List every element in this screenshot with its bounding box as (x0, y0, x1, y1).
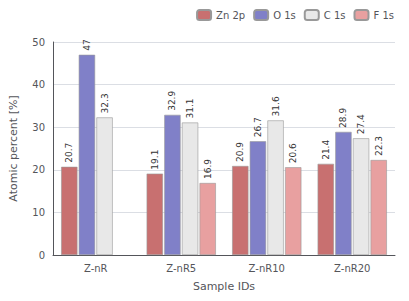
svg-text:Zn 2p: Zn 2p (216, 10, 245, 21)
svg-text:Z-nR20: Z-nR20 (334, 263, 370, 274)
svg-text:26.7: 26.7 (253, 117, 263, 137)
svg-text:O 1s: O 1s (273, 10, 296, 21)
svg-text:Z-nR10: Z-nR10 (249, 263, 285, 274)
svg-text:28.9: 28.9 (338, 108, 348, 128)
svg-text:50: 50 (32, 37, 45, 48)
svg-text:30: 30 (32, 122, 45, 133)
svg-text:Atomic percent [%]: Atomic percent [%] (7, 95, 20, 201)
svg-text:21.4: 21.4 (321, 140, 331, 160)
svg-text:20.6: 20.6 (288, 143, 298, 163)
svg-text:31.6: 31.6 (271, 96, 281, 116)
svg-text:47: 47 (82, 39, 92, 50)
svg-text:40: 40 (32, 79, 45, 90)
svg-text:16.9: 16.9 (203, 159, 213, 179)
svg-text:19.1: 19.1 (150, 150, 160, 170)
svg-text:0: 0 (39, 250, 45, 261)
svg-text:20.9: 20.9 (235, 142, 245, 162)
svg-text:F 1s: F 1s (373, 10, 394, 21)
svg-text:32.9: 32.9 (167, 91, 177, 111)
svg-text:10: 10 (32, 207, 45, 218)
svg-text:20.7: 20.7 (64, 143, 74, 163)
svg-text:Sample IDs: Sample IDs (193, 280, 255, 293)
svg-text:32.3: 32.3 (100, 93, 110, 113)
svg-text:Z-nR5: Z-nR5 (166, 263, 196, 274)
svg-text:31.1: 31.1 (185, 98, 195, 118)
svg-text:22.3: 22.3 (374, 136, 384, 156)
svg-text:C 1s: C 1s (324, 10, 346, 21)
svg-text:20: 20 (32, 164, 45, 175)
svg-text:Z-nR: Z-nR (84, 263, 108, 274)
svg-text:27.4: 27.4 (356, 114, 366, 134)
